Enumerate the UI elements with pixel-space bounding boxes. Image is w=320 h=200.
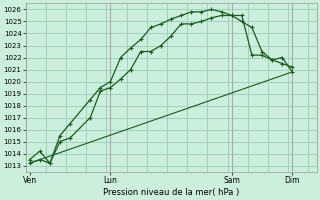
X-axis label: Pression niveau de la mer( hPa ): Pression niveau de la mer( hPa ) [103, 188, 239, 197]
